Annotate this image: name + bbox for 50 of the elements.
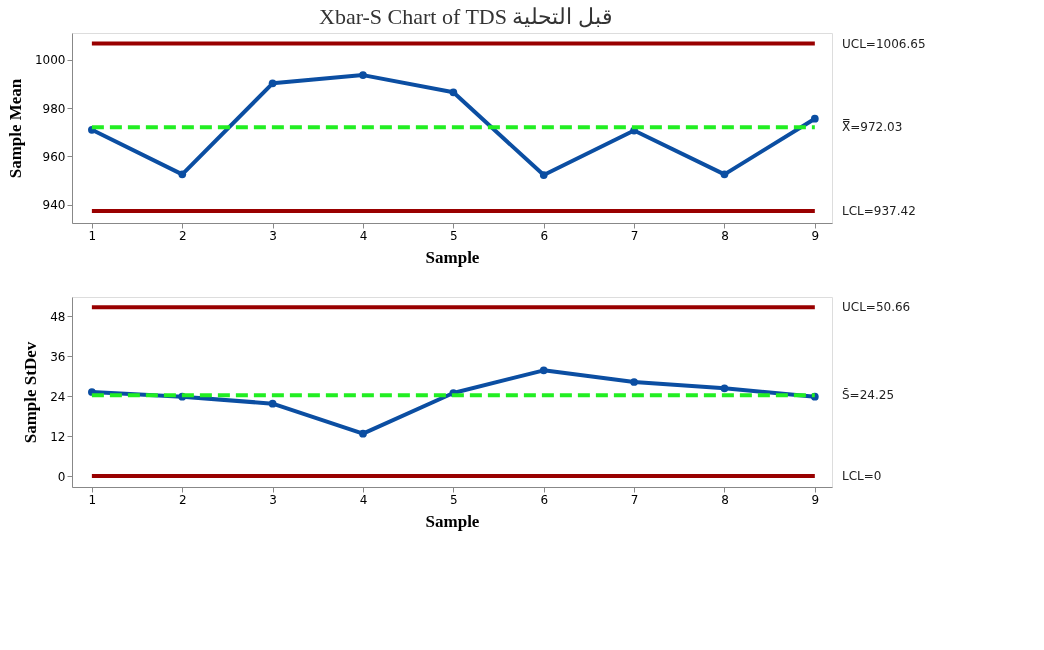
point: [268, 399, 277, 408]
x-tick-label: 8: [721, 492, 729, 507]
x-tick-label: 9: [811, 228, 820, 243]
x-tick-label: 2: [178, 492, 187, 507]
y-axis-title: Sample Mean: [5, 78, 25, 179]
y-axis-title: Sample StDev: [21, 341, 41, 444]
x-tick-label: 7: [630, 492, 639, 507]
x-tick-label: 8: [721, 228, 729, 243]
y-tick-label: 24: [50, 389, 66, 404]
x-tick-label: 6: [540, 228, 549, 243]
point: [630, 378, 638, 386]
ref-line-label: LCL=937.42: [842, 204, 916, 219]
ref-line-label: LCL=0: [842, 469, 882, 483]
point: [539, 366, 548, 375]
x-tick-label: 1: [88, 492, 97, 507]
x-axis-title: Sample: [425, 511, 480, 531]
x-tick-label: 5: [450, 228, 458, 243]
point: [359, 429, 367, 438]
x-tick-label: 5: [450, 492, 458, 507]
point: [810, 114, 819, 123]
point: [178, 170, 187, 179]
x-tick-label: 2: [178, 228, 187, 243]
ref-line-label: UCL=1006.65: [842, 36, 926, 51]
x-tick-label: 3: [269, 492, 277, 507]
y-tick-label: 960: [42, 149, 66, 164]
y-tick-label: 1000: [34, 53, 66, 68]
ref-line-label: UCL=50.66: [842, 300, 911, 315]
y-tick-label: 36: [50, 349, 66, 364]
x-tick-label: 1: [88, 228, 97, 243]
y-tick-label: 940: [42, 198, 66, 213]
x-tick-label: 9: [811, 492, 820, 507]
x-tick-label: 6: [540, 492, 549, 507]
chart-title: Xbar-S Chart of TDS قبل التحلية: [319, 3, 613, 29]
y-tick-label: 48: [50, 309, 66, 324]
point: [449, 88, 458, 97]
point: [720, 170, 729, 179]
point: [359, 71, 367, 79]
point: [539, 171, 548, 179]
x-tick-label: 3: [269, 228, 277, 243]
point: [268, 79, 277, 88]
y-tick-label: 980: [42, 101, 66, 116]
x-tick-label: 7: [630, 228, 639, 243]
x-tick-label: 4: [359, 492, 368, 507]
x-axis-title: Sample: [425, 247, 480, 267]
y-tick-label: 0: [57, 469, 66, 484]
ref-line-label: S̄=24.25: [842, 387, 895, 403]
point: [720, 384, 729, 393]
x-tick-label: 4: [359, 228, 368, 243]
ref-line-label: X̿=972.03: [842, 119, 903, 135]
y-tick-label: 12: [50, 429, 66, 444]
